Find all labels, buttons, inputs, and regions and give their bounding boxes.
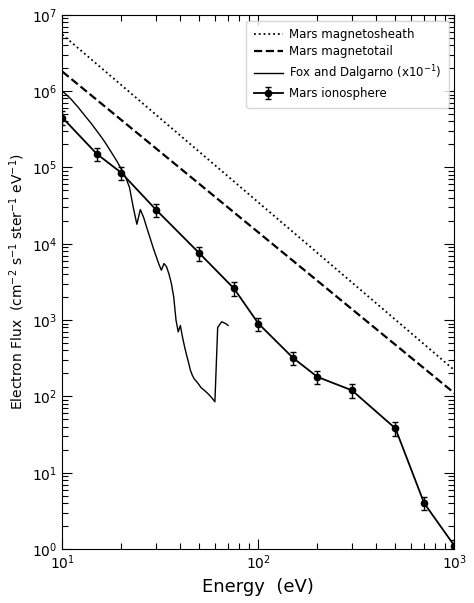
- Fox and Dalgarno (x10$^{-1}$): [178, 322, 183, 329]
- Fox and Dalgarno (x10$^{-1}$): [206, 391, 212, 399]
- Mars magnetotail: [452, 390, 457, 397]
- Line: Mars magnetotail: Mars magnetotail: [62, 72, 455, 393]
- Fox and Dalgarno (x10$^{-1}$): [225, 322, 231, 329]
- Fox and Dalgarno (x10$^{-1}$): [134, 221, 140, 228]
- Mars magnetotail: [75, 81, 81, 88]
- Line: Mars magnetosheath: Mars magnetosheath: [62, 34, 455, 370]
- Mars magnetotail: [432, 373, 438, 380]
- Mars magnetotail: [83, 87, 89, 95]
- Mars magnetosheath: [452, 367, 457, 374]
- Mars magnetosheath: [418, 338, 424, 345]
- Y-axis label: Electron Flux  (cm$^{-2}$ s$^{-1}$ ster$^{-1}$ eV$^{-1}$): Electron Flux (cm$^{-2}$ s$^{-1}$ ster$^…: [7, 153, 27, 410]
- Mars magnetosheath: [164, 121, 170, 128]
- X-axis label: Energy  (eV): Energy (eV): [202, 578, 314, 596]
- Legend: Mars magnetosheath, Mars magnetotail, Fox and Dalgarno (x10$^{-1}$), Mars ionosp: Mars magnetosheath, Mars magnetotail, Fo…: [246, 21, 448, 107]
- Fox and Dalgarno (x10$^{-1}$): [212, 398, 218, 405]
- Fox and Dalgarno (x10$^{-1}$): [197, 382, 202, 389]
- Mars magnetotail: [418, 362, 424, 370]
- Line: Fox and Dalgarno (x10$^{-1}$): Fox and Dalgarno (x10$^{-1}$): [62, 91, 228, 402]
- Fox and Dalgarno (x10$^{-1}$): [59, 87, 65, 95]
- Mars magnetosheath: [83, 51, 89, 58]
- Mars magnetotail: [164, 154, 170, 161]
- Fox and Dalgarno (x10$^{-1}$): [180, 333, 185, 341]
- Mars magnetosheath: [75, 45, 81, 52]
- Mars magnetosheath: [59, 31, 65, 38]
- Mars magnetotail: [132, 128, 138, 135]
- Fox and Dalgarno (x10$^{-1}$): [184, 351, 190, 358]
- Mars magnetosheath: [432, 350, 438, 357]
- Mars magnetosheath: [132, 93, 138, 101]
- Mars magnetotail: [59, 68, 65, 75]
